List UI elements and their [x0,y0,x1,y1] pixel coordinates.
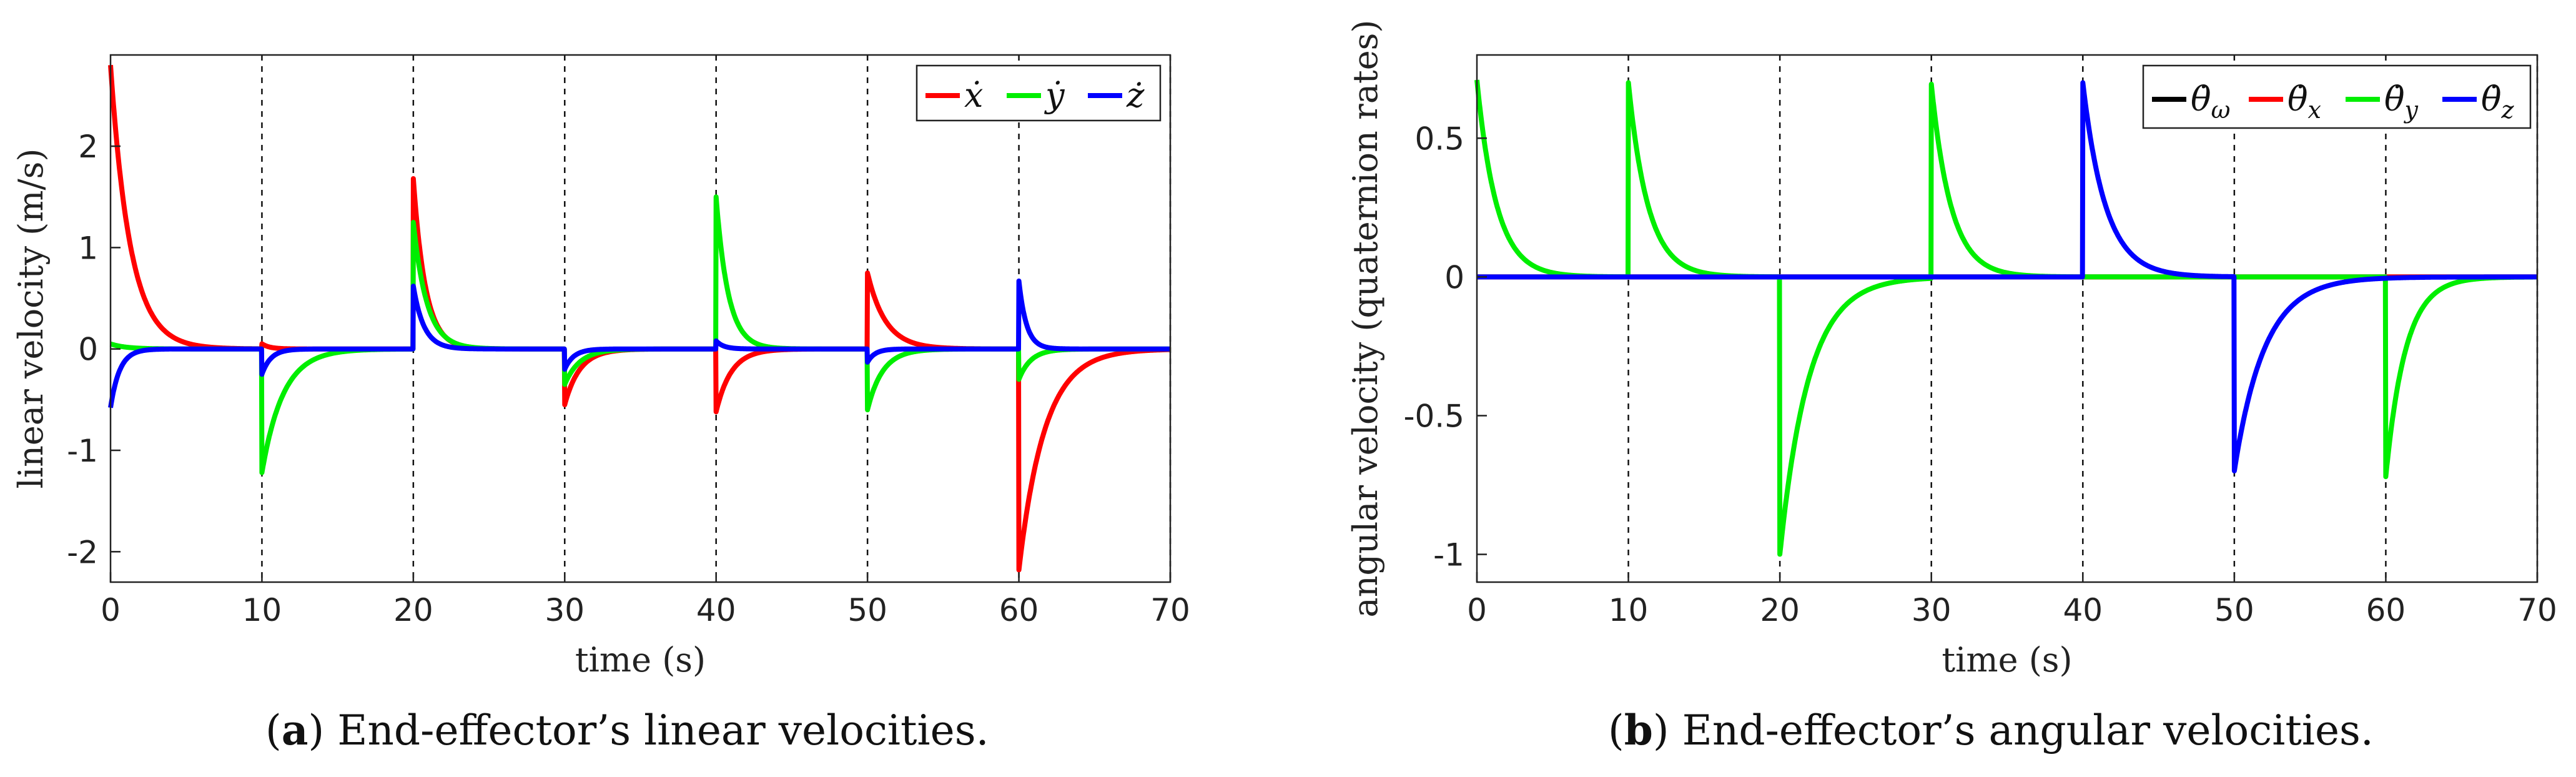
series-line [1474,80,2540,473]
legend: θ̇ω θ̇x θ̇y θ̇z [2142,64,2532,129]
y-tick-label: 0 [1444,259,1464,295]
legend-label: ẋ [964,76,983,115]
caption-b: (b) End-effector’s angular velocities. [1608,706,2374,755]
x-tick-label: 40 [2063,592,2103,628]
legend-label: θ̇z [2481,79,2515,124]
y-tick-label: 0 [78,332,98,368]
legend-label: θ̇ω [2191,79,2231,124]
x-tick-label: 20 [1760,592,1800,628]
y-tick-label: -0.5 [1403,398,1464,434]
y-tick-label: 1 [78,230,98,266]
series-line [108,194,1173,475]
caption-a-text: End-effector’s linear velocities. [337,706,989,755]
x-tick-label: 0 [101,592,121,628]
y-tick-label: 2 [78,129,98,165]
y-tick-label: -2 [67,534,98,570]
legend-label: θ̇y [2384,79,2419,124]
y-axis-label: linear velocity (m/s) [11,149,51,489]
x-axis-label: time (s) [575,640,706,680]
series-line [108,278,1173,408]
series-line [1474,79,2540,557]
y-tick-label: -1 [67,433,98,469]
plot-frame [1476,54,2539,583]
x-tick-label: 60 [2366,592,2406,628]
x-tick-label: 10 [242,592,282,628]
plot-frame [109,54,1172,583]
y-axis-label: angular velocity (quaternion rates) [1346,20,1385,618]
x-tick-label: 60 [999,592,1039,628]
y-tick-label: -1 [1433,537,1464,573]
x-tick-label: 70 [1150,592,1190,628]
legend-label: θ̇x [2287,79,2321,124]
x-tick-label: 30 [1912,592,1952,628]
x-tick-label: 50 [847,592,887,628]
x-tick-label: 30 [545,592,585,628]
chart-panel-b: 0 10 20 30 40 50 60 70 -1 -0.5 0 0.5 time (s) angular… [1346,20,2557,680]
caption-a: (a) End-effector’s linear velocities. [265,706,989,755]
x-tick-label: 70 [2517,592,2557,628]
chart-panel-a: 0 10 20 30 40 50 60 70 -2 -1 0 1 2 time (s) linear vel… [11,54,1190,680]
x-tick-label: 0 [1467,592,1487,628]
y-tick-label: 0.5 [1414,121,1464,157]
x-tick-label: 20 [393,592,433,628]
caption-b-text: End-effector’s angular velocities. [1682,706,2374,755]
series-line [108,64,1173,573]
x-tick-label: 10 [1609,592,1649,628]
legend-label: ż [1126,76,1145,115]
legend-label: ẏ [1044,76,1065,115]
x-axis-label: time (s) [1942,640,2072,680]
x-tick-label: 50 [2214,592,2254,628]
x-tick-label: 40 [696,592,736,628]
